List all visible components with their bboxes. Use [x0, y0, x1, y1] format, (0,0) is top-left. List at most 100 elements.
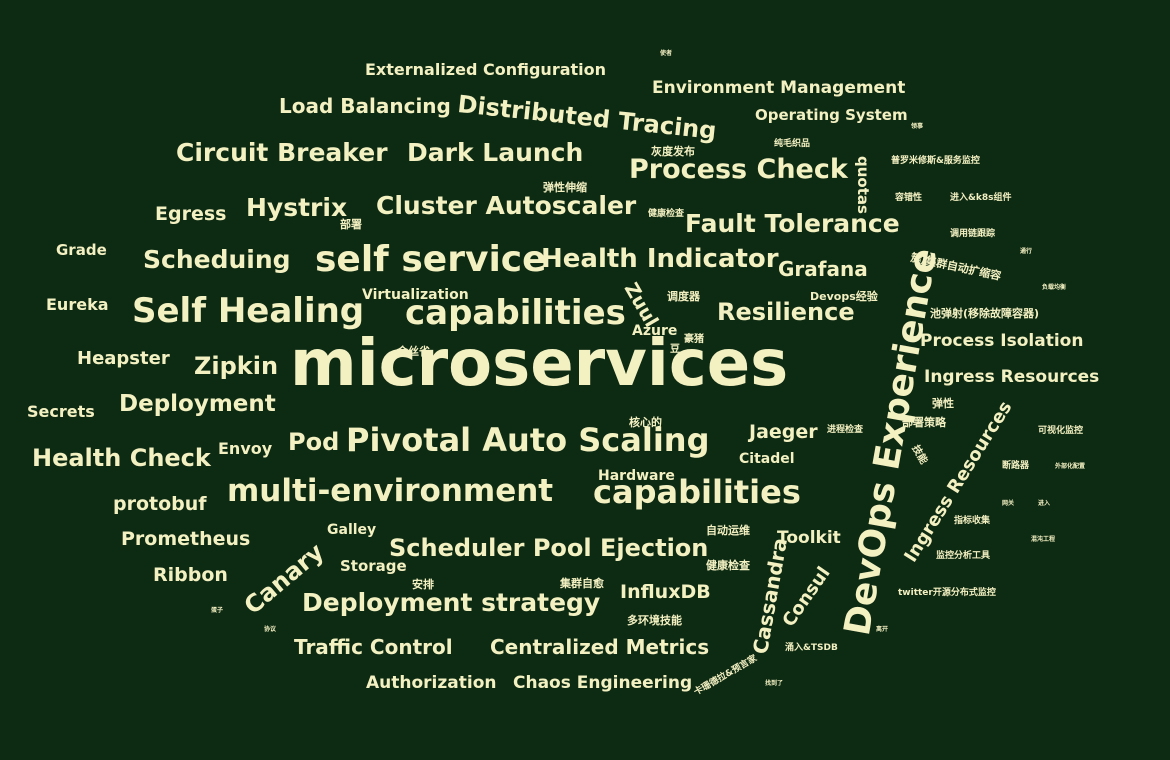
word-grafana: Grafana	[778, 257, 868, 281]
word-process-check-cn: 进程检查	[827, 425, 864, 435]
word-canary-release-cn: 灰度发布	[651, 145, 695, 158]
word-leave-cn: 离开	[876, 626, 889, 633]
word-twitter-cn: twitter开源分布式监控	[898, 588, 996, 598]
word-chaos-engineering: Chaos Engineering	[513, 673, 693, 693]
word-ingress-resources-1: Ingress Resources	[924, 367, 1100, 387]
word-external-config-cn: 外部化配置	[1055, 463, 1086, 470]
word-multi-environment: multi-environment	[227, 473, 554, 509]
word-storage: Storage	[340, 557, 407, 575]
word-distributed-tracing: Distributed Tracing	[456, 90, 718, 146]
word-zipkin: Zipkin	[194, 352, 279, 380]
word-prometheus: Prometheus	[121, 528, 251, 550]
word-cassandra: Cassandra	[748, 536, 793, 656]
word-jaeger: Jaeger	[749, 421, 818, 443]
word-auto-ops-cn: 自动运维	[706, 524, 750, 537]
word-externalized-configuration: Externalized Configuration	[365, 60, 607, 79]
word-lb-cn: 负载均衡	[1042, 284, 1067, 291]
word-quotas: quotas	[854, 156, 872, 214]
word-messenger-cn: 使者	[660, 50, 673, 57]
word-devops-exp-cn: Devops经验	[810, 290, 878, 303]
word-gateway-cn: 网关	[1002, 500, 1015, 507]
word-self-service: self service	[315, 239, 547, 280]
word-found-cn: 找到了	[765, 680, 784, 687]
word-hardware: Hardware	[598, 468, 675, 484]
word-circuit-breaker: Circuit Breaker	[176, 138, 388, 167]
word-load-balancing: Load Balancing	[279, 94, 451, 118]
word-egg-cn: 蛋子	[211, 607, 224, 614]
word-elastic-scale-cn: 弹性伸缩	[543, 181, 587, 194]
word-protocol-cn: 协议	[264, 626, 277, 633]
word-envoy: Envoy	[218, 439, 273, 458]
word-traffic-cn: 通行	[1020, 248, 1033, 255]
word-eureka: Eureka	[46, 295, 109, 314]
word-ribbon: Ribbon	[153, 564, 228, 586]
word-chaos-eng-cn: 混沌工程	[1031, 536, 1056, 543]
word-health-indicator: Health Indicator	[541, 244, 779, 274]
word-azure: Azure	[632, 323, 678, 339]
word-fault-tolerance: Fault Tolerance	[685, 209, 900, 238]
word-consul: Consul	[778, 563, 835, 631]
word-process-isolation: Process Isolation	[920, 331, 1084, 351]
word-deployment-strategy: Deployment strategy	[302, 588, 601, 617]
word-enter-cn: 进入	[1038, 500, 1051, 507]
word-resilience: Resilience	[717, 298, 855, 326]
word-cluster-autoscaler: Cluster Autoscaler	[376, 191, 637, 220]
word-heapster: Heapster	[77, 348, 170, 369]
word-process-check: Process Check	[629, 154, 848, 185]
word-core-cn: 核心的	[629, 416, 662, 429]
word-toolkit: Toolkit	[777, 528, 841, 548]
word-scheduler-pool-ejection: Scheduler Pool Ejection	[389, 534, 709, 562]
word-operating-system: Operating System	[755, 106, 908, 124]
word-deploy-strategy-cn: 部署策略	[902, 416, 946, 429]
word-influxdb: InfluxDB	[620, 581, 711, 603]
word-cassandra-cn: 卡珊德拉&预言家	[692, 653, 759, 698]
word-enter-k8s-cn: 进入&k8s组件	[950, 193, 1012, 203]
word-citadel: Citadel	[739, 451, 795, 467]
word-self-healing: Self Healing	[132, 291, 365, 331]
word-health-check-cn: 健康检查	[648, 209, 685, 219]
word-scheduler-cn: 调度器	[667, 290, 700, 303]
word-multi-env-skill-cn: 多环境技能	[627, 614, 682, 627]
word-deployment: Deployment	[119, 391, 276, 417]
word-monitor-tool-cn: 监控分析工具	[936, 551, 991, 561]
word-prometheus-svc-cn: 普罗米修斯&服务监控	[891, 156, 980, 166]
word-pool-eject-cn: 池弹射(移除故障容器)	[930, 307, 1040, 320]
word-authorization: Authorization	[366, 673, 497, 693]
word-elastic-cn: 弹性	[932, 397, 954, 410]
word-leader-cn: 领事	[911, 123, 924, 130]
word-pampered-cn: 豪猪	[684, 334, 704, 345]
word-arrange-cn: 安排	[412, 578, 434, 591]
word-galley: Galley	[327, 522, 377, 538]
word-egress: Egress	[155, 203, 227, 225]
word-capabilities-1: capabilities	[405, 293, 626, 333]
word-inflow-tsdb-cn: 涌入&TSDB	[785, 643, 838, 653]
word-cluster-heal-cn: 集群自愈	[560, 577, 604, 590]
word-metric-collect-cn: 指标收集	[954, 516, 991, 526]
word-skill-cn: 技能	[909, 443, 929, 467]
word-pod: Pod	[288, 428, 340, 456]
word-protobuf: protobuf	[113, 493, 207, 515]
word-health-check-2-cn: 健康检查	[706, 559, 750, 572]
word-microservices: microservices	[290, 327, 789, 401]
word-call-trace-cn: 调用链跟踪	[950, 229, 996, 239]
word-dark-launch: Dark Launch	[407, 138, 584, 167]
word-visual-monitor-cn: 可视化监控	[1038, 426, 1084, 436]
word-traffic-control: Traffic Control	[294, 635, 453, 659]
word-scheduing: Scheduing	[143, 245, 291, 274]
word-centralized-metrics: Centralized Metrics	[490, 635, 710, 659]
word-grade: Grade	[56, 241, 107, 259]
word-health-check: Health Check	[32, 444, 211, 472]
word-deploy-cn: 部署	[340, 218, 362, 231]
word-capabilities-2: capabilities	[593, 473, 801, 511]
word-goldfinch-cn: 金丝雀	[397, 345, 430, 358]
word-breaker-cn: 断路器	[1002, 461, 1030, 471]
word-virtualization: Virtualization	[362, 287, 469, 303]
word-environment-management: Environment Management	[652, 78, 906, 98]
word-devops-experience: DevOps Experience	[837, 245, 946, 639]
word-pivotal-auto-scaling: Pivotal Auto Scaling	[346, 421, 710, 459]
word-bean-cn: 豆	[670, 344, 680, 355]
word-pure-wool-cn: 纯毛织品	[774, 139, 811, 149]
word-secrets: Secrets	[27, 402, 95, 421]
word-fault-tol-cn: 容错性	[895, 193, 923, 203]
